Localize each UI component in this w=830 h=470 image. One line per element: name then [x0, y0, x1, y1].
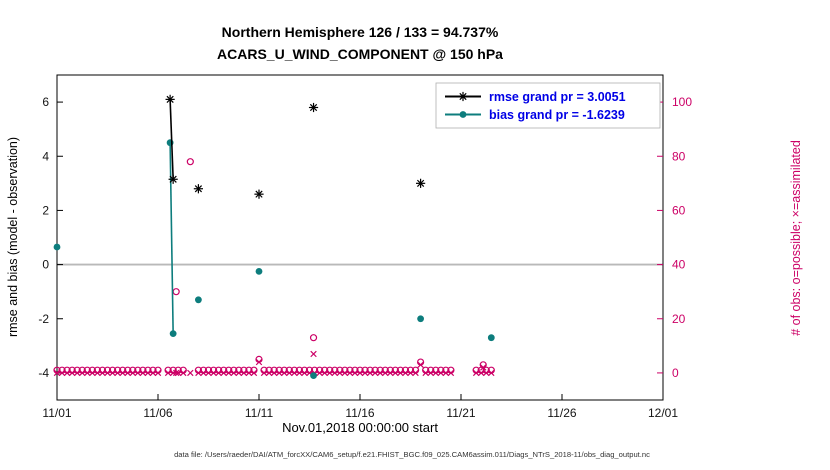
y-left-tick-label: 6 [42, 95, 49, 109]
bias-series [53, 139, 495, 380]
chart-title: Northern Hemisphere 126 / 133 = 94.737% [222, 24, 499, 40]
legend-rmse-asterisk-icon [458, 91, 468, 102]
x-tick-label: 11/06 [143, 406, 172, 420]
rmse-series [165, 94, 426, 199]
y-left-tick-label: 4 [42, 149, 49, 163]
y-right-tick-label: 0 [672, 366, 679, 380]
x-tick-label: 11/21 [446, 406, 475, 420]
left-axis-title: rmse and bias (model - observation) [6, 137, 20, 337]
legend: rmse grand pr = 3.0051 bias grand pr = -… [435, 82, 661, 129]
legend-bias-dot-icon [459, 111, 467, 118]
x-tick-label: 11/16 [345, 406, 374, 420]
data-layer [53, 94, 495, 380]
legend-bias-label: bias grand pr = -1.6239 [489, 108, 625, 122]
x-tick-label: 11/26 [547, 406, 576, 420]
x-tick-label: 11/11 [245, 406, 274, 420]
legend-rmse-label: rmse grand pr = 3.0051 [489, 90, 626, 104]
obs-count-series [53, 158, 495, 377]
x-tick-label: 12/01 [648, 406, 678, 420]
x-axis-title: Nov.01,2018 00:00:00 start [282, 420, 438, 435]
x-tick-label: 11/01 [42, 406, 71, 420]
legend-box [435, 82, 661, 129]
data-file-path: data file: /Users/raeder/DAI/ATM_forcXX/… [174, 450, 650, 459]
y-right-tick-label: 100 [672, 95, 692, 109]
right-axis-title: # of obs: o=possible; ×=assimilated [789, 140, 803, 336]
y-right-tick-label: 40 [672, 258, 686, 272]
y-left-tick-label: 2 [42, 203, 49, 217]
y-right-tick-label: 80 [672, 149, 686, 163]
y-left-tick-label: -2 [38, 312, 49, 326]
y-right-tick-label: 20 [672, 312, 686, 326]
y-left-tick-label: 0 [42, 258, 49, 272]
y-right-tick-label: 60 [672, 203, 686, 217]
y-left-tick-label: -4 [38, 366, 49, 380]
chart-subtitle: ACARS_U_WIND_COMPONENT @ 150 hPa [217, 46, 503, 62]
